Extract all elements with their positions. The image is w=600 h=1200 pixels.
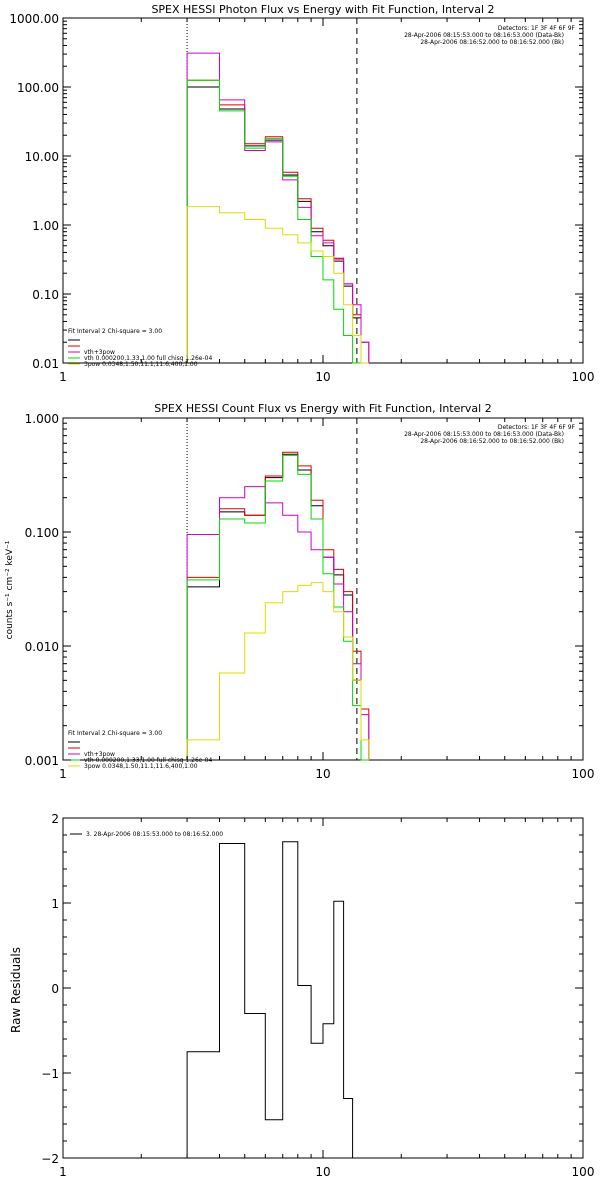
data-series-line [186,451,370,760]
header-line: 28-Apr-2006 08:16:52.000 to 08:16:52.000… [420,438,564,445]
residuals-panel: Raw Residuals 3. 28-Apr-2006 08:15:53.00… [9,812,594,1179]
y-tick-label: 1.000 [25,412,59,426]
y-tick-label: 0 [51,982,59,996]
data-series-line [186,486,370,760]
plot-frame [62,817,584,1159]
legend-title: Fit Interval 2 Chi-square = 3.00 [68,730,162,737]
data-series-line [186,206,369,364]
x-tick-label: 100 [572,1165,595,1179]
x-tick-label: 10 [315,767,330,781]
y-tick-label: 1.00 [32,219,59,233]
legend-label: vth+3pow [84,349,115,356]
data-series-line [186,86,362,363]
axis-ticks: 1 10 100 0.01 0.10 1.00 10.00 100.00 1000.00 [9,12,594,384]
y-axis-label: counts s⁻¹ cm⁻² keV⁻¹ [5,540,15,639]
legend-label: vth 0.000200,1.33,1.00 full chisq 1.26e-… [84,355,212,362]
y-tick-label: 0.001 [25,754,59,768]
y-tick-label: 2 [51,812,59,826]
legend: 3. 28-Apr-2006 08:15:53.000 to 08:16:52.… [70,831,223,838]
data-series-line [186,582,370,760]
data-series-line [186,841,354,1158]
data-lines [186,418,370,761]
x-tick-label: 1 [59,767,67,781]
legend-label: 3. 28-Apr-2006 08:15:53.000 to 08:16:52.… [86,831,223,838]
data-lines [186,18,370,364]
y-tick-label: −2 [41,1152,59,1166]
chart-title: SPEX HESSI Photon Flux vs Energy with Fi… [151,3,494,16]
header-line: Detectors: 1F 3F 4F 6F 9F [498,424,576,431]
y-tick-label: 100.00 [17,81,59,95]
photon-flux-panel: SPEX HESSI Photon Flux vs Energy with Fi… [9,3,594,384]
y-tick-label: 1000.00 [9,12,59,26]
y-tick-label: −1 [41,1067,59,1081]
x-tick-label: 1 [59,370,67,384]
legend-label: vth 0.000200,1.33,1.00 full chisq 1.26e-… [84,757,212,764]
axis-ticks: 1 10 100 0.001 0.010 0.100 1.000 [25,412,595,781]
plot-frame [62,17,584,364]
count-flux-panel: SPEX HESSI Count Flux vs Energy with Fit… [5,402,594,781]
chart-title: SPEX HESSI Count Flux vs Energy with Fit… [154,402,491,415]
y-tick-label: 0.10 [32,288,59,302]
x-tick-label: 1 [59,1165,67,1179]
axis-ticks: 1 10 100 −2 −1 0 1 2 [41,812,594,1179]
data-series-line [186,79,361,364]
header-line: 28-Apr-2006 08:15:53.000 to 08:16:53.000… [404,431,564,438]
data-series-line [186,79,370,363]
header-line: 28-Apr-2006 08:15:53.000 to 08:16:53.000… [404,32,564,39]
x-tick-label: 100 [572,370,595,384]
data-series-line [186,453,362,760]
x-tick-label: 100 [572,767,595,781]
legend-title: Fit Interval 2 Chi-square = 3.00 [68,328,162,335]
y-tick-label: 10.00 [25,150,59,164]
data-series-line [186,52,370,363]
y-tick-label: 1 [51,897,59,911]
legend-label: vth+3pow [84,751,115,758]
y-axis-label: Raw Residuals [9,947,23,1033]
data-lines [186,841,354,1158]
y-tick-label: 0.01 [32,357,59,371]
header-line: Detectors: 1F 3F 4F 6F 9F [498,25,576,32]
y-tick-label: 0.100 [25,526,59,540]
x-tick-label: 10 [315,370,330,384]
y-tick-label: 0.010 [25,640,59,654]
header-line: 28-Apr-2006 08:16:52.000 to 08:16:52.000… [420,39,564,46]
legend-label: 3pow 0.0348,1.50,11.1,11.6,400,1.00 [84,361,198,368]
data-series-line [186,454,369,761]
x-tick-label: 10 [315,1165,330,1179]
legend-label: 3pow 0.0348,1.50,11.1,11.6,400,1.00 [84,763,198,770]
